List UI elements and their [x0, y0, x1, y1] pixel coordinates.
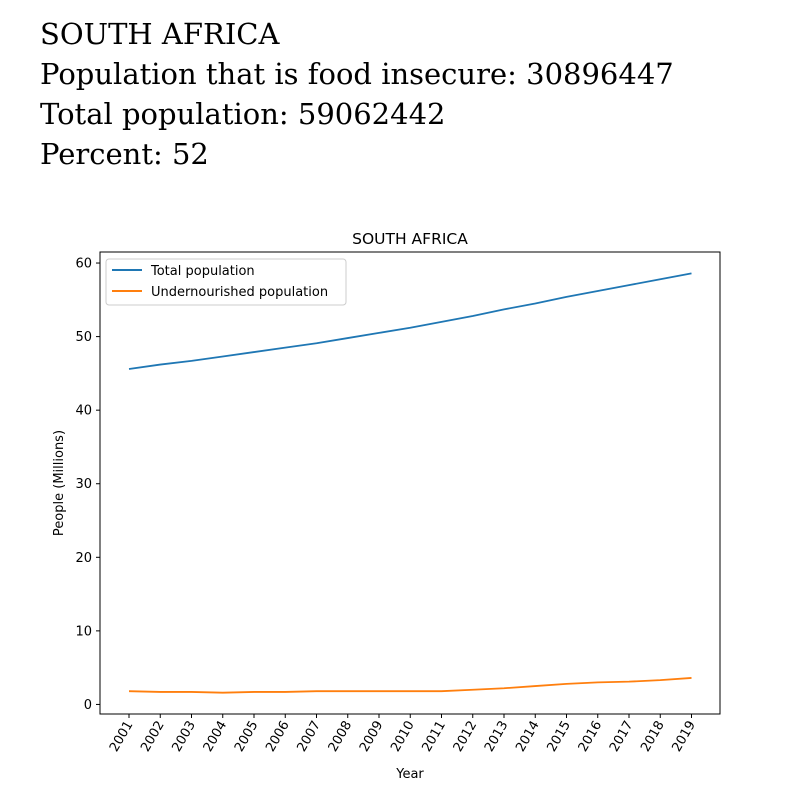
food-insecure-stat: Population that is food insecure: 308964…: [40, 57, 674, 91]
percent-stat: Percent: 52: [40, 137, 209, 171]
y-tick-label: 50: [75, 330, 92, 345]
total-population-stat: Total population: 59062442: [40, 97, 446, 131]
summary-header: SOUTH AFRICA Population that is food ins…: [40, 14, 674, 174]
x-tick-label: 2015: [544, 719, 574, 755]
x-tick-label: 2010: [388, 719, 418, 755]
series-line-total-population: [128, 272, 692, 370]
series-line-undernourished-population: [128, 677, 692, 694]
x-tick-label: 2018: [638, 719, 668, 755]
chart-title: SOUTH AFRICA: [352, 230, 468, 248]
series-lines: [128, 272, 692, 694]
x-tick-label: 2006: [263, 719, 293, 755]
x-tick-label: 2014: [513, 719, 543, 755]
legend-box: [105, 258, 347, 306]
y-tick-label: 10: [75, 624, 92, 639]
legend: Total population Undernourished populati…: [105, 258, 347, 306]
country-heading: SOUTH AFRICA: [40, 17, 280, 51]
x-tick-label: 2005: [232, 719, 262, 755]
x-tick-label: 2004: [201, 719, 231, 755]
y-tick-label: 30: [75, 477, 92, 492]
x-tick-label: 2007: [294, 719, 324, 755]
x-tick-label: 2008: [326, 719, 356, 755]
y-tick-label: 20: [75, 551, 92, 566]
x-axis-label: Year: [395, 767, 424, 782]
plot-frame: [99, 251, 721, 715]
x-axis: 2001 2002 2003 2004 2005 2006 2007 2008 2009 2010…: [107, 714, 699, 755]
y-axis: 0 10 20 30 40 50 60: [75, 257, 100, 713]
y-axis-label: People (Millions): [52, 430, 67, 536]
x-tick-label: 2002: [138, 719, 168, 755]
y-tick-label: 40: [75, 404, 92, 419]
y-tick-label: 60: [75, 257, 92, 272]
x-tick-label: 2009: [357, 719, 387, 755]
x-tick-label: 2017: [607, 719, 637, 755]
y-tick-label: 0: [84, 698, 92, 713]
legend-label-undernourished: Undernourished population: [151, 285, 328, 300]
x-tick-label: 2013: [482, 719, 512, 755]
x-tick-label: 2016: [576, 719, 606, 755]
legend-label-total: Total population: [150, 264, 255, 279]
x-tick-label: 2019: [669, 719, 699, 755]
x-tick-label: 2003: [169, 719, 199, 755]
x-tick-label: 2012: [451, 719, 481, 755]
x-tick-label: 2001: [107, 719, 137, 755]
x-tick-label: 2011: [419, 719, 449, 755]
